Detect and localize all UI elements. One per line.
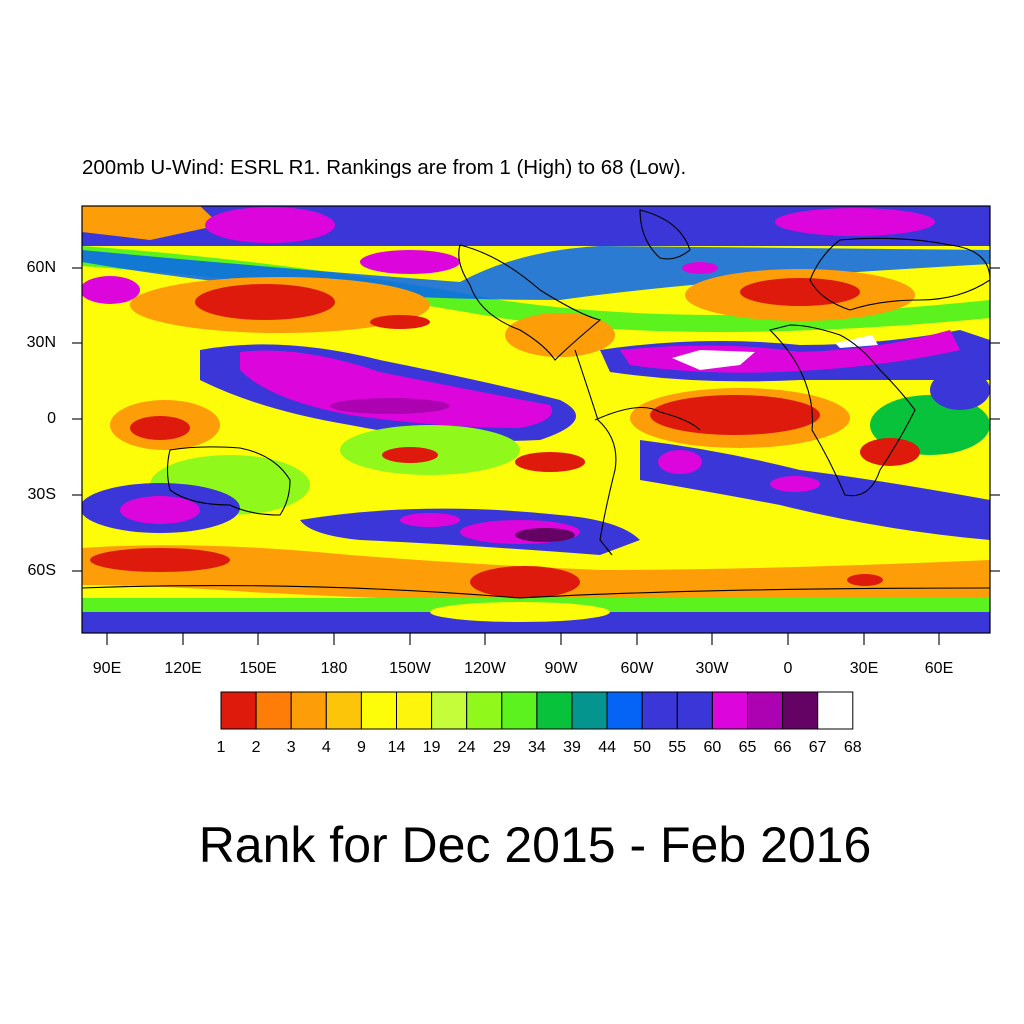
blob-north-magenta-1 — [205, 207, 335, 243]
blob-north-magenta-3 — [775, 208, 935, 236]
colorbar-box — [220, 691, 257, 730]
blob-north-magenta-2 — [360, 250, 460, 274]
lat-label-0: 0 — [47, 410, 56, 427]
colorbar-box — [641, 691, 678, 730]
rank-field — [82, 206, 990, 633]
blob-npac-red-2 — [370, 315, 430, 329]
lon-label-120e: 120E — [164, 660, 202, 677]
blob-spac-red-1 — [382, 447, 438, 463]
colorbar-label: 14 — [387, 739, 406, 756]
blob-atlantic-white — [672, 350, 755, 370]
colorbar-label: 60 — [703, 739, 722, 756]
colorbar-box — [360, 691, 397, 730]
blob-south-purple — [515, 528, 575, 542]
colorbar-label: 55 — [668, 739, 687, 756]
lon-label-0: 0 — [783, 660, 793, 677]
blob-south-magenta-2 — [400, 513, 460, 527]
colorbar-box — [711, 691, 749, 730]
colorbar-label: 50 — [633, 739, 652, 756]
blob-indian-blue — [930, 370, 990, 410]
blob-southern-red-2 — [470, 566, 580, 598]
colorbar-label: 34 — [527, 739, 546, 756]
colorbar-label: 24 — [457, 739, 476, 756]
lon-label-60w: 60W — [620, 660, 654, 677]
colorbar-box — [606, 691, 643, 730]
lon-label-120w: 120W — [464, 660, 506, 677]
band-tropical-pacific-magenta — [240, 350, 552, 428]
blob-africa-white — [835, 335, 878, 348]
colorbar-box — [466, 691, 503, 730]
blob-spac-red-2 — [515, 452, 585, 472]
colorbar-label: 29 — [492, 739, 511, 756]
blob-southern-red-3 — [847, 574, 883, 586]
blob-southern-red-1 — [90, 548, 230, 572]
blob-natl-magenta — [682, 262, 718, 274]
blob-satlantic-magenta-1 — [658, 450, 702, 474]
blob-maritime-red — [130, 416, 190, 440]
map-title: 200mb U-Wind: ESRL R1. Rankings are from… — [82, 156, 687, 179]
colorbar-box — [536, 691, 573, 730]
band-arctic-orange — [82, 206, 220, 240]
colorbar-box — [817, 691, 854, 730]
colorbar-box — [501, 691, 538, 730]
colorbar-label: 4 — [321, 739, 331, 756]
blob-s-indian-magenta — [120, 496, 200, 524]
lat-label-60s: 60S — [27, 562, 56, 579]
colorbar-box — [396, 691, 433, 730]
colorbar-box — [290, 691, 327, 730]
colorbar-box — [255, 691, 292, 730]
colorbar-label: 67 — [808, 739, 827, 756]
colorbar-label: 68 — [843, 739, 862, 756]
colorbar-label: 66 — [773, 739, 792, 756]
colorbar-box — [431, 691, 468, 730]
coastlines — [82, 209, 990, 599]
blob-satlantic-magenta-2 — [770, 476, 820, 492]
lon-label-180: 180 — [320, 660, 348, 677]
lon-label-90w: 90W — [544, 660, 578, 677]
blob-east-africa-red — [860, 438, 920, 466]
blob-npac-red — [195, 284, 335, 320]
band-satlantic-blue — [640, 440, 990, 540]
colorbar-label: 9 — [356, 739, 366, 756]
blob-eq-atlantic-red — [650, 395, 820, 435]
lat-label-60n: 60N — [26, 259, 56, 276]
blob-natl-red — [740, 278, 860, 306]
colorbar-label: 39 — [563, 739, 581, 756]
colorbar-label: 19 — [422, 739, 441, 756]
colorbar-box — [747, 691, 784, 730]
colorbar-label: 3 — [286, 739, 296, 756]
lon-label-150w: 150W — [389, 660, 431, 677]
axis-ticks — [72, 267, 1000, 645]
bottom-title: Rank for Dec 2015 - Feb 2016 — [198, 817, 872, 873]
lon-label-30w: 30W — [695, 660, 729, 677]
band-north-green — [82, 246, 990, 332]
colorbar-box — [782, 691, 819, 730]
blob-north-magenta-4 — [82, 276, 140, 304]
colorbar-label: 2 — [251, 739, 261, 756]
lon-label-60e: 60E — [924, 660, 954, 677]
lon-label-30e: 30E — [849, 660, 879, 677]
lon-label-90e: 90E — [92, 660, 122, 677]
lat-label-30n: 30N — [26, 334, 56, 351]
blob-tropical-purple — [330, 398, 450, 414]
colorbar — [220, 691, 854, 730]
colorbar-box — [676, 691, 713, 730]
colorbar-box — [571, 691, 608, 730]
lat-label-30s: 30S — [27, 486, 56, 503]
blob-us-orange — [505, 313, 615, 357]
colorbar-label: 44 — [598, 739, 616, 756]
colorbar-box — [325, 691, 362, 730]
blob-antarctic-yellow — [430, 602, 610, 622]
lon-label-150e: 150E — [239, 660, 277, 677]
colorbar-label: 1 — [216, 739, 226, 756]
band-antarctic-blue — [82, 612, 990, 633]
colorbar-label: 65 — [738, 739, 757, 756]
